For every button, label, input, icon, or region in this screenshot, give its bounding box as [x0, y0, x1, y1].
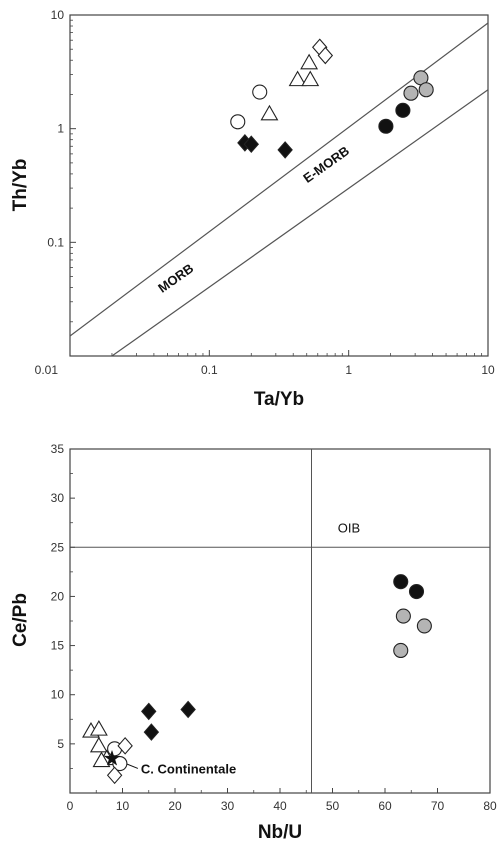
y-tick-label: 35 — [51, 442, 65, 456]
y-tick-label: 1 — [57, 122, 64, 136]
y-tick-label: 25 — [51, 540, 65, 554]
top-x-axis-label: Ta/Yb — [254, 389, 304, 410]
x-tick-label: 30 — [221, 799, 235, 813]
open-triangle-point — [288, 70, 307, 87]
open-triangle-point — [89, 720, 108, 736]
x-tick-label: 70 — [431, 799, 445, 813]
y-tick-label: 15 — [51, 639, 65, 653]
open-diamond-point — [117, 736, 133, 755]
filled-diamond-point — [180, 700, 196, 719]
y-tick-label: 20 — [51, 589, 65, 603]
x-tick-label: 10 — [116, 799, 130, 813]
bottom-chart: 0 10 20 30 40 50 60 70 80 5 10 15 20 25 30 35 OIB C. Con… — [10, 442, 497, 843]
open-circle-point — [230, 114, 246, 130]
y-tick-label: 10 — [51, 8, 65, 22]
filled-circle-point — [395, 102, 411, 118]
annotation-morb: MORB — [155, 260, 196, 295]
x-tick-label: 0 — [67, 799, 74, 813]
top-data-points — [230, 38, 434, 159]
open-triangle-point — [92, 751, 111, 768]
star-point — [103, 749, 121, 766]
filled-circle-point — [378, 118, 394, 134]
bottom-ticks: 0 10 20 30 40 50 60 70 80 5 10 15 20 25 30 35 — [51, 442, 497, 813]
x-tick-label: 60 — [378, 799, 392, 813]
open-diamond-point — [106, 766, 123, 785]
y-tick-label: 0.01 — [35, 363, 59, 377]
open-circle-point — [252, 84, 268, 100]
bottom-data-points — [82, 574, 432, 785]
filled-diamond-point — [143, 723, 160, 741]
open-diamond-point — [317, 46, 334, 65]
top-annotations: MORB E-MORB — [155, 143, 352, 296]
filled-circle-point — [408, 583, 425, 600]
y-tick-label: 10 — [51, 688, 65, 702]
bottom-annotations: OIB C. Continentale — [115, 521, 360, 776]
open-triangle-point — [260, 104, 279, 121]
open-triangle-point — [301, 70, 320, 87]
bottom-x-axis-label: Nb/U — [258, 822, 302, 843]
open-triangle-point — [89, 736, 108, 753]
annotation-oib: OIB — [338, 521, 360, 536]
x-tick-label: 20 — [168, 799, 182, 813]
x-tick-label: 80 — [483, 799, 497, 813]
x-tick-label: 40 — [273, 799, 287, 813]
x-tick-label: 0.1 — [201, 363, 218, 377]
open-circle-point — [112, 755, 128, 772]
top-y-axis-label: Th/Yb — [10, 159, 31, 212]
open-triangle-point — [300, 53, 319, 70]
gray-circle-point — [393, 642, 409, 659]
filled-diamond-point — [277, 141, 293, 159]
x-tick-label: 10 — [481, 363, 495, 377]
gray-circle-point — [416, 618, 432, 634]
filled-circle-point — [393, 574, 409, 590]
annotation-c-continentale: C. Continentale — [141, 761, 236, 776]
filled-diamond-point — [141, 702, 157, 721]
y-tick-label: 0.1 — [47, 235, 64, 249]
bottom-y-axis-label: Ce/Pb — [10, 593, 31, 647]
oib-reference-lines — [70, 449, 490, 793]
gray-circle-point — [418, 82, 434, 98]
top-plot-frame — [69, 14, 489, 357]
filled-diamond-point — [243, 135, 260, 154]
gray-circle-point — [395, 608, 411, 624]
y-tick-label: 5 — [57, 737, 64, 751]
y-tick-label: 30 — [51, 491, 65, 505]
annotation-e-morb: E-MORB — [300, 143, 352, 186]
x-tick-label: 1 — [345, 363, 352, 377]
x-tick-label: 50 — [326, 799, 340, 813]
gray-circle-point — [403, 85, 419, 101]
band-lower-line — [111, 89, 488, 356]
band-upper-line — [70, 22, 488, 337]
